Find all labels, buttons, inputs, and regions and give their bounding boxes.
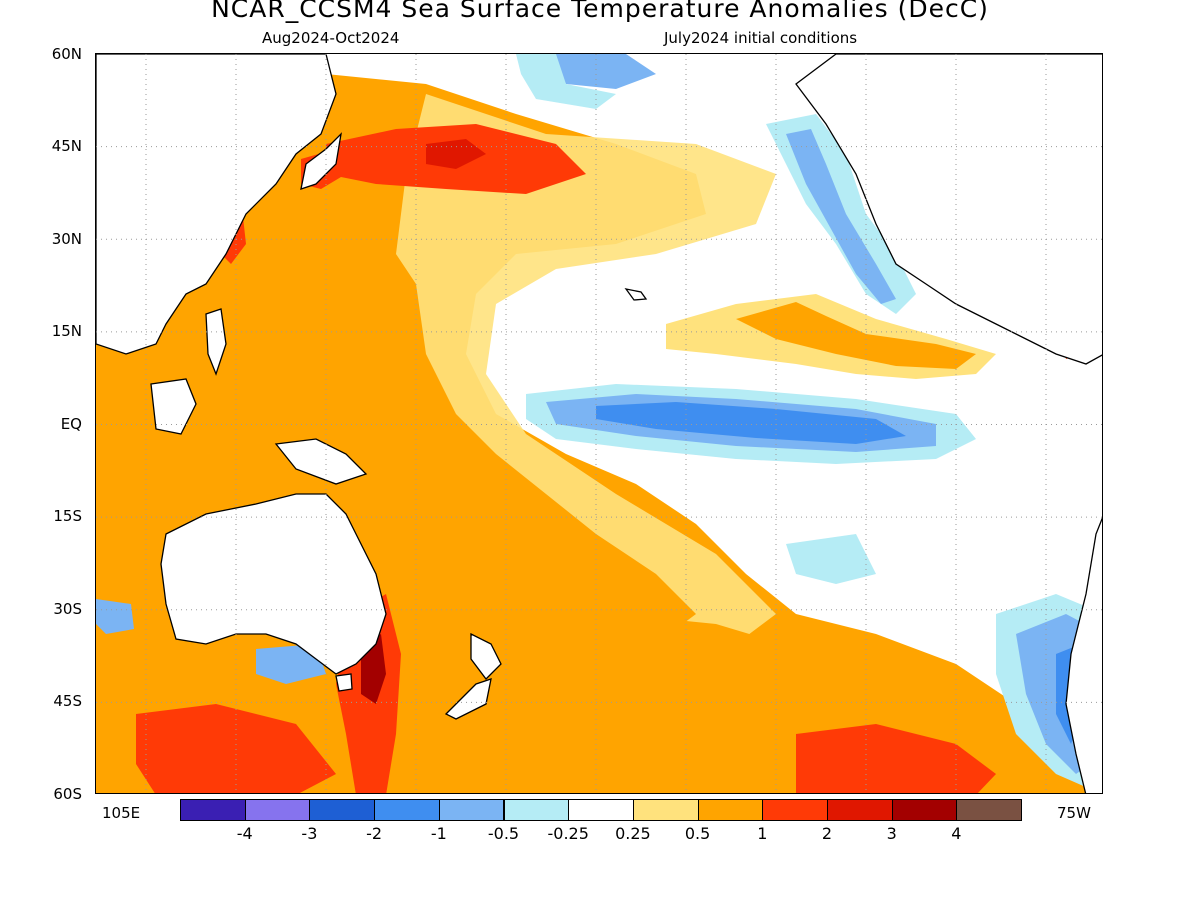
cool-region-west-australia: [96, 599, 134, 634]
colorbar-swatch-0: [180, 799, 246, 821]
land-new-guinea: [274, 438, 368, 485]
lat-label-eq: EQ: [60, 415, 82, 433]
land-borneo: [150, 378, 197, 435]
hot-spot-southern-ocean-2: [796, 724, 996, 793]
colorbar-tick-label: 2: [821, 824, 833, 843]
land-new-zealand-north: [470, 632, 502, 680]
colorbar-swatch-7: [632, 799, 699, 821]
colorbar-tick-label: -3: [301, 824, 318, 843]
colorbar-swatch-12: [956, 799, 1023, 821]
colorbar-swatch-6: [568, 799, 634, 821]
warm-region-northeast-core: [736, 302, 976, 369]
map-canvas: [96, 54, 1102, 793]
lat-label-15n: 15N: [51, 322, 82, 340]
land-hawaii: [624, 288, 648, 301]
colorbar-tick-label: 1: [757, 824, 768, 843]
colorbar-tick-label: -2: [366, 824, 383, 843]
forecast-period: Aug2024-Oct2024: [262, 29, 400, 47]
lat-label-30s: 30S: [53, 600, 82, 618]
land-masses: [96, 54, 1102, 793]
cool-region-gulf-of-alaska-halo: [516, 54, 616, 109]
colorbar-swatch-2: [309, 799, 376, 821]
land-australia: [160, 493, 387, 675]
graticule: [96, 54, 1102, 793]
colorbar-swatch-11: [891, 799, 958, 821]
colorbar-swatch-1: [244, 799, 311, 821]
cool-region-equatorial-core: [596, 402, 906, 444]
lat-label-60s: 60S: [53, 785, 82, 803]
colorbar-tick-label: 3: [886, 824, 897, 843]
lat-label-30n: 30N: [51, 230, 82, 248]
colorbar-tick-label: -4: [236, 824, 253, 843]
colorbar-swatch-8: [697, 799, 764, 821]
colorbar-tick-label: -0.5: [487, 824, 520, 843]
colorbar-tick-label: -1: [430, 824, 447, 843]
lat-label-45n: 45N: [51, 137, 82, 155]
land-tasmania: [335, 673, 353, 692]
hot-spot-southern-ocean-1: [136, 704, 336, 793]
colorbar: [180, 799, 1023, 821]
colorbar-tick-label: 4: [951, 824, 962, 843]
cool-region-gulf-of-alaska: [546, 54, 656, 89]
colorbar-swatch-3: [374, 799, 440, 821]
cool-region-california-core: [786, 129, 896, 304]
lat-label-60n: 60N: [51, 45, 82, 63]
colorbar-tick-label: -0.25: [547, 824, 589, 843]
land-new-zealand-south: [444, 678, 492, 720]
lat-label-45s: 45S: [53, 692, 82, 710]
land-asia: [96, 54, 337, 355]
colorbar-swatch-9: [762, 799, 828, 821]
colorbar-swatch-10: [827, 799, 893, 821]
cool-region-south-central: [786, 534, 876, 584]
colorbar-tick-label: 0.25: [615, 824, 651, 843]
map-title: NCAR_CCSM4 Sea Surface Temperature Anoma…: [211, 0, 989, 23]
lon-label-east: 75W: [1057, 804, 1091, 822]
sst-anomaly-map: [95, 53, 1103, 794]
lon-label-west: 105E: [102, 804, 141, 822]
colorbar-swatch-5: [503, 799, 570, 821]
initial-conditions: July2024 initial conditions: [664, 29, 858, 47]
colorbar-tick-label: 0.5: [684, 824, 711, 843]
colorbar-swatch-4: [438, 799, 505, 821]
land-south-america: [1065, 517, 1102, 793]
land-philippines: [205, 308, 227, 376]
lat-label-15s: 15S: [53, 507, 82, 525]
